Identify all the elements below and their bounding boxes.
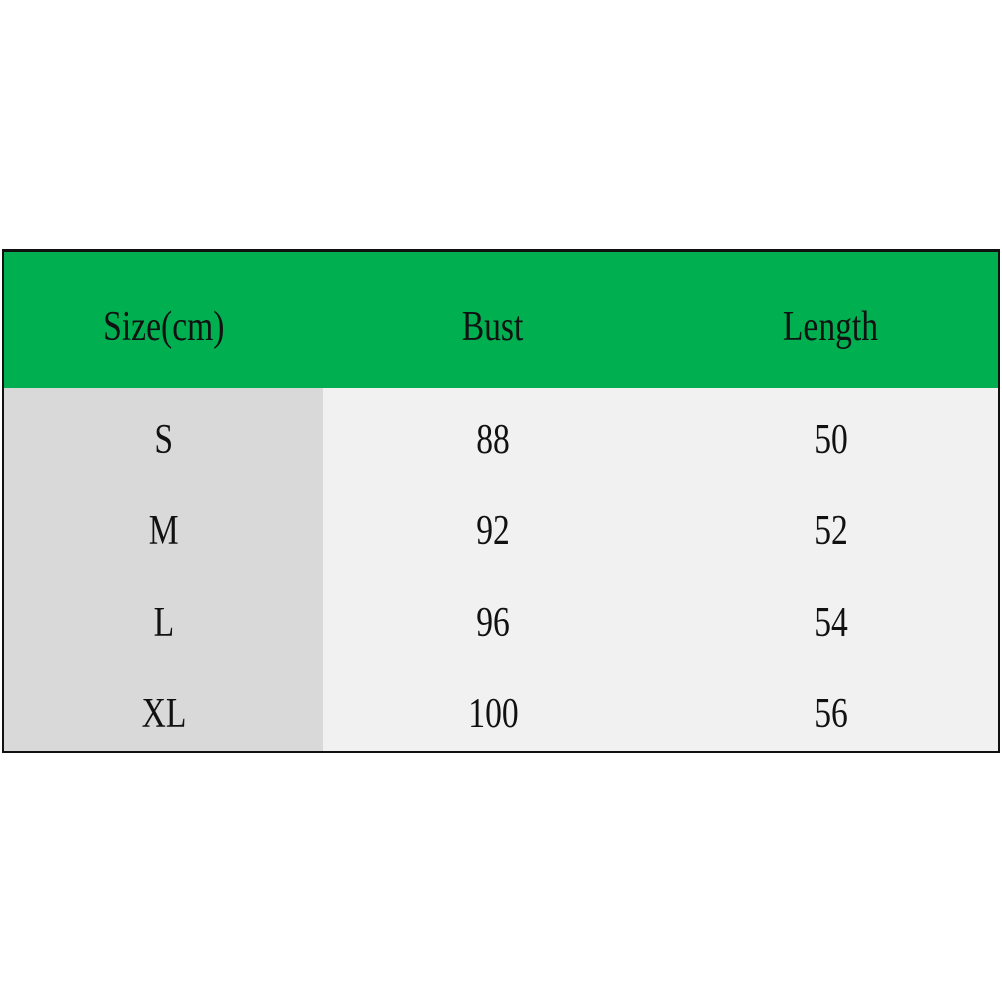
table-cell-text: M (148, 508, 179, 555)
table-cell: 50 (663, 394, 998, 486)
header-cell-text: Length (782, 304, 879, 350)
header-cell: Bust (323, 252, 663, 402)
table-cell: 52 (663, 486, 998, 578)
table-cell: 54 (663, 577, 998, 669)
table-cell-text: L (153, 599, 174, 646)
table-cell: 88 (323, 394, 663, 486)
table-cell-text: S (154, 416, 173, 463)
table-cell: 96 (323, 577, 663, 669)
table-cell: M (4, 486, 323, 578)
header-cell: Size(cm) (4, 252, 323, 402)
size-column-background (4, 388, 323, 751)
table-cell-text: 54 (813, 599, 848, 646)
table-cell: S (4, 394, 323, 486)
table-cell-text: XL (141, 691, 186, 738)
header-cell-text: Size(cm) (102, 304, 225, 350)
table-cell: XL (4, 669, 323, 761)
table-cell-text: 50 (813, 416, 848, 463)
table-cell: 92 (323, 486, 663, 578)
header-row (4, 252, 998, 388)
table-cell-text: 96 (476, 599, 510, 646)
table-cell-text: 56 (813, 691, 848, 738)
table-cell: L (4, 577, 323, 669)
table-cell-text: 100 (467, 691, 519, 738)
table-cell-text: 92 (476, 508, 510, 555)
table-cell: 100 (323, 669, 663, 761)
header-cell: Length (663, 252, 998, 402)
table-cell: 56 (663, 669, 998, 761)
table-cell-text: 88 (476, 416, 510, 463)
header-cell-text: Bust (462, 304, 524, 350)
table-cell-text: 52 (813, 508, 848, 555)
size-chart-table: Size(cm) Bust Length S 88 50 M 92 52 L 96 54 XL 100 56 (2, 249, 1000, 753)
